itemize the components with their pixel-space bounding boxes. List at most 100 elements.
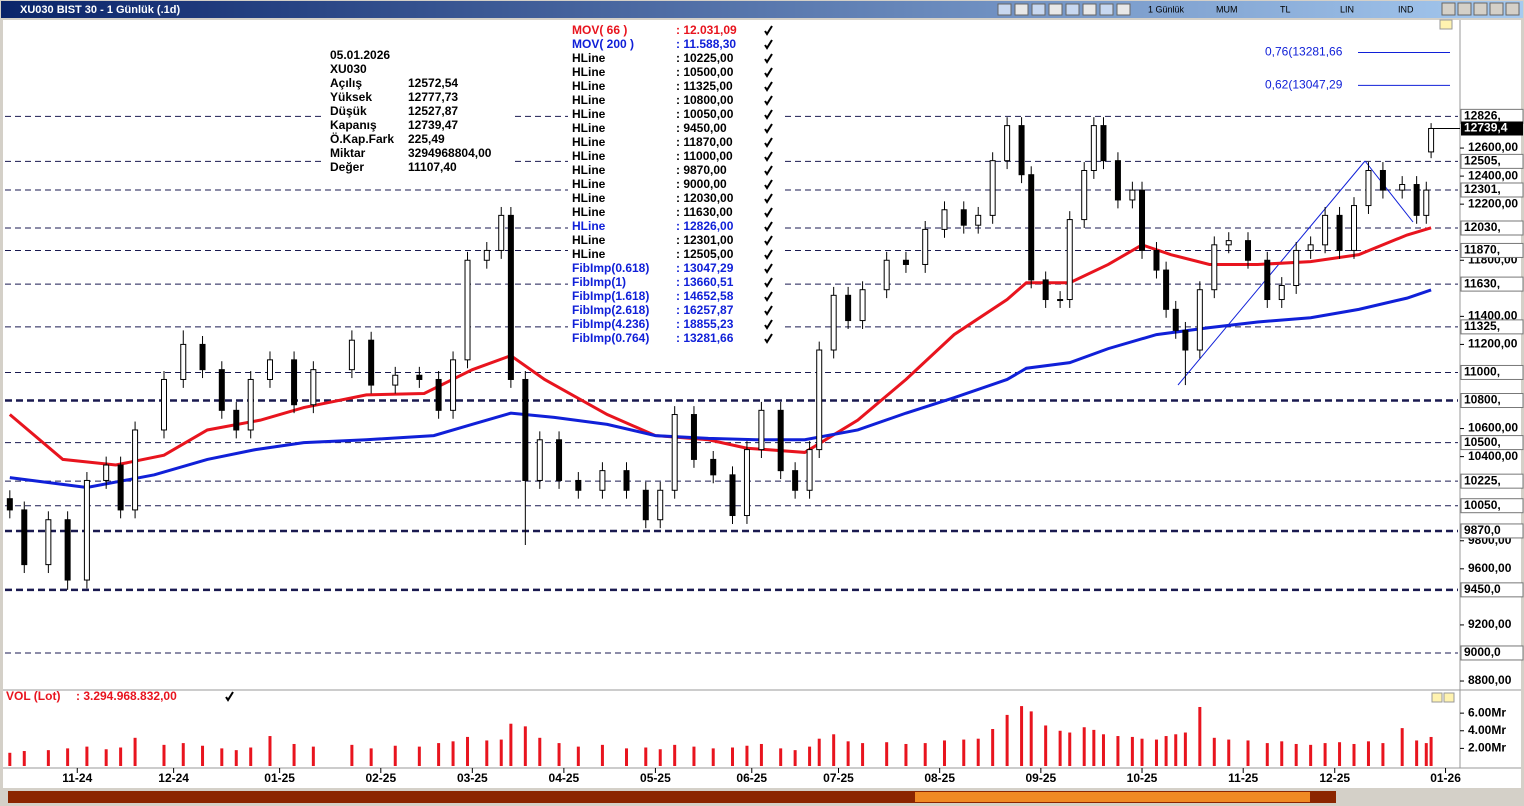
horizontal-line-label: 10500, — [1464, 435, 1501, 449]
toolbar-icon — [1116, 3, 1131, 16]
volume-bar — [350, 744, 354, 766]
volume-bar — [181, 743, 185, 766]
checkmark-icon — [764, 53, 773, 64]
candle-body — [416, 374, 423, 380]
candle-body — [132, 429, 139, 511]
candle-body — [6, 498, 13, 511]
candle-body — [435, 378, 442, 411]
volume-bar — [1400, 728, 1404, 766]
info-label: Ö.Kap.Fark — [330, 131, 394, 146]
y-tick-label: 12200,00 — [1468, 196, 1518, 210]
candle-body — [103, 464, 110, 481]
volume-bar — [1424, 743, 1428, 766]
volume-bar — [808, 746, 812, 766]
volume-bar — [201, 745, 205, 766]
horizontal-line-label: 10225, — [1464, 473, 1501, 487]
panel-button[interactable] — [1431, 692, 1443, 703]
volume-bar — [8, 752, 12, 766]
candle-body — [1182, 329, 1189, 351]
candle-body — [1172, 308, 1179, 331]
volume-bar — [133, 737, 137, 766]
candle-body — [1081, 169, 1088, 221]
window-controls — [1441, 2, 1520, 16]
window-button[interactable] — [1473, 2, 1488, 16]
y-tick-label: 9200,00 — [1468, 617, 1512, 631]
candle-body — [1365, 169, 1372, 207]
fib-label: 0,76(13281,66 — [1265, 45, 1343, 59]
window-button[interactable] — [1505, 2, 1520, 16]
volume-bar — [119, 747, 123, 766]
volume-bar — [1058, 730, 1062, 766]
candle-body — [1399, 184, 1406, 191]
candle-body — [1264, 259, 1271, 301]
x-tick-label: 03-25 — [457, 771, 488, 785]
volume-bar — [991, 729, 995, 766]
candle-body — [1018, 125, 1025, 176]
legend-value: : 11.588,30 — [676, 37, 736, 51]
volume-bar — [1082, 727, 1086, 766]
window-button[interactable] — [1457, 2, 1472, 16]
checkmark-icon — [764, 193, 773, 204]
checkmark-icon — [764, 165, 773, 176]
candle-body — [1307, 244, 1314, 251]
checkmark-icon — [764, 137, 773, 148]
volume-bar — [692, 746, 696, 766]
checkmark-icon — [764, 81, 773, 92]
toolbar-icon — [997, 3, 1012, 16]
x-tick-label: 01-25 — [264, 771, 295, 785]
volume-bar — [1092, 729, 1096, 766]
info-value: 12739,47 — [408, 118, 458, 132]
horizontal-line-label-box — [1460, 319, 1524, 335]
candle-body — [556, 439, 563, 481]
checkmark-icon — [764, 39, 773, 50]
volume-bar — [1183, 732, 1187, 766]
volume-bar — [1154, 739, 1158, 766]
scrollbar-thumb[interactable] — [915, 792, 1310, 802]
candle-body — [902, 259, 909, 265]
panel-button[interactable] — [1443, 692, 1455, 703]
volume-bar — [1130, 736, 1134, 766]
volume-bar — [485, 740, 489, 766]
candle-body — [922, 228, 929, 265]
x-tick-label: 09-25 — [1025, 771, 1056, 785]
legend-value: : 10500,00 — [676, 65, 734, 79]
candle-body — [1278, 285, 1285, 301]
info-value: 225,49 — [408, 132, 445, 146]
checkmark-icon — [764, 249, 773, 260]
legend-value: : 13281,66 — [676, 331, 734, 345]
candle-body — [1129, 189, 1136, 201]
window-button[interactable] — [1441, 2, 1456, 16]
volume-bar — [1429, 736, 1433, 766]
candle-body — [758, 409, 765, 451]
legend-value: : 14652,58 — [676, 289, 734, 303]
window-title: XU030 BIST 30 - 1 Günlük (.1d) — [20, 4, 180, 16]
volume-bar — [832, 734, 836, 766]
x-tick-label: 11-25 — [1228, 771, 1258, 785]
volume-bar — [1323, 743, 1327, 766]
x-tick-label: 11-24 — [62, 771, 92, 785]
y-tick-label: 12400,00 — [1468, 168, 1518, 182]
y-tick-label: 10600,00 — [1468, 421, 1518, 435]
candle-body — [816, 349, 823, 451]
candle-body — [575, 479, 582, 491]
candle-body — [599, 470, 606, 491]
info-date: 05.01.2026 — [330, 48, 390, 62]
volume-bar — [162, 744, 166, 766]
y-tick-label: 10400,00 — [1468, 449, 1518, 463]
checkmark-icon — [764, 291, 773, 302]
window-button[interactable] — [1489, 2, 1504, 16]
legend-name: HLine — [572, 205, 606, 219]
checkmark-icon — [764, 179, 773, 190]
volume-bar — [1029, 711, 1033, 766]
title-bar — [1, 1, 1523, 18]
candle-body — [450, 359, 457, 411]
volume-bar — [1309, 744, 1313, 766]
candle-body — [623, 470, 630, 491]
volume-bar — [437, 743, 441, 766]
trend-line — [1364, 160, 1414, 223]
panel-button[interactable] — [1439, 19, 1453, 30]
candle-body — [1163, 269, 1170, 310]
horizontal-line-label: 11000, — [1464, 365, 1500, 379]
candle-body — [1042, 279, 1049, 301]
